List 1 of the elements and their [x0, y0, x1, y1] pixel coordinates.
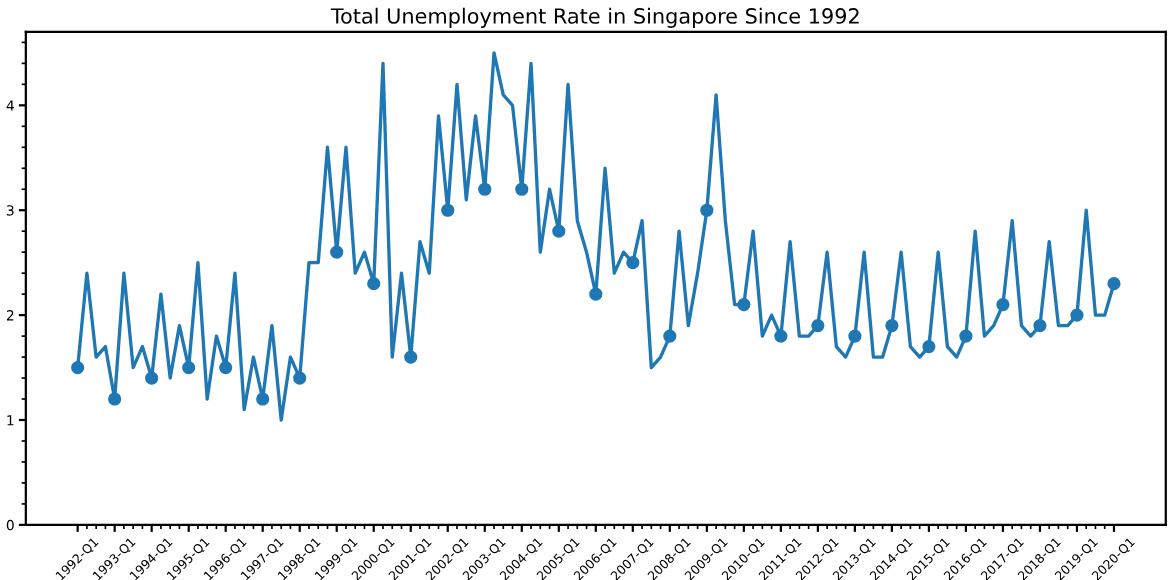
chart-title: Total Unemployment Rate in Singapore Since 1992	[330, 7, 859, 28]
